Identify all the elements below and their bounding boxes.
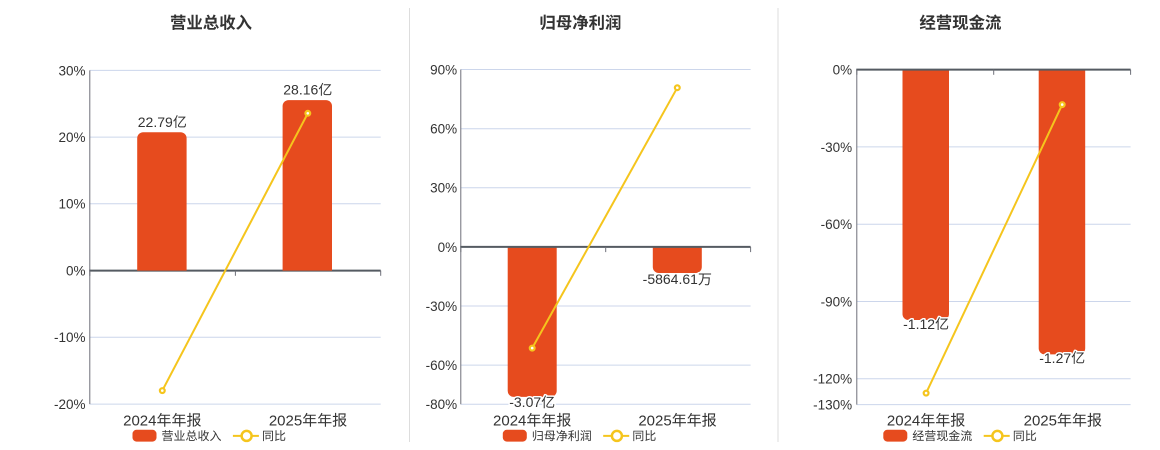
svg-text:-1.27: -1.27 (1039, 350, 1071, 366)
svg-text:22.79: 22.79 (138, 114, 173, 130)
svg-text:2025: 2025 (1024, 413, 1057, 430)
svg-text:-80%: -80% (426, 397, 458, 412)
svg-text:0%: 0% (438, 240, 458, 255)
svg-text:2025: 2025 (638, 413, 671, 430)
svg-text:20%: 20% (58, 130, 85, 145)
svg-text:-60%: -60% (426, 358, 458, 373)
svg-text:-3.07: -3.07 (509, 394, 541, 410)
svg-text:30%: 30% (430, 181, 457, 196)
svg-text:-30%: -30% (426, 299, 458, 314)
svg-text:2024: 2024 (887, 413, 920, 430)
svg-text:2025: 2025 (269, 413, 302, 430)
svg-text:10%: 10% (58, 197, 85, 212)
svg-text:2024: 2024 (493, 413, 526, 430)
svg-text:60%: 60% (430, 122, 457, 137)
svg-text:-90%: -90% (821, 294, 853, 309)
svg-text:-30%: -30% (821, 140, 853, 155)
svg-text:-130%: -130% (813, 398, 852, 413)
svg-text:-120%: -120% (813, 372, 852, 387)
svg-text:-10%: -10% (54, 330, 86, 345)
svg-text:0%: 0% (833, 63, 853, 78)
svg-text:-60%: -60% (821, 217, 853, 232)
svg-text:0%: 0% (66, 264, 86, 279)
svg-text:30%: 30% (58, 63, 85, 78)
svg-text:-20%: -20% (54, 397, 86, 412)
svg-text:90%: 90% (430, 62, 457, 77)
svg-text:-5864.61: -5864.61 (643, 271, 698, 287)
svg-text:-1.12: -1.12 (903, 316, 935, 332)
svg-text:2024: 2024 (123, 413, 156, 430)
svg-text:28.16: 28.16 (283, 82, 318, 98)
